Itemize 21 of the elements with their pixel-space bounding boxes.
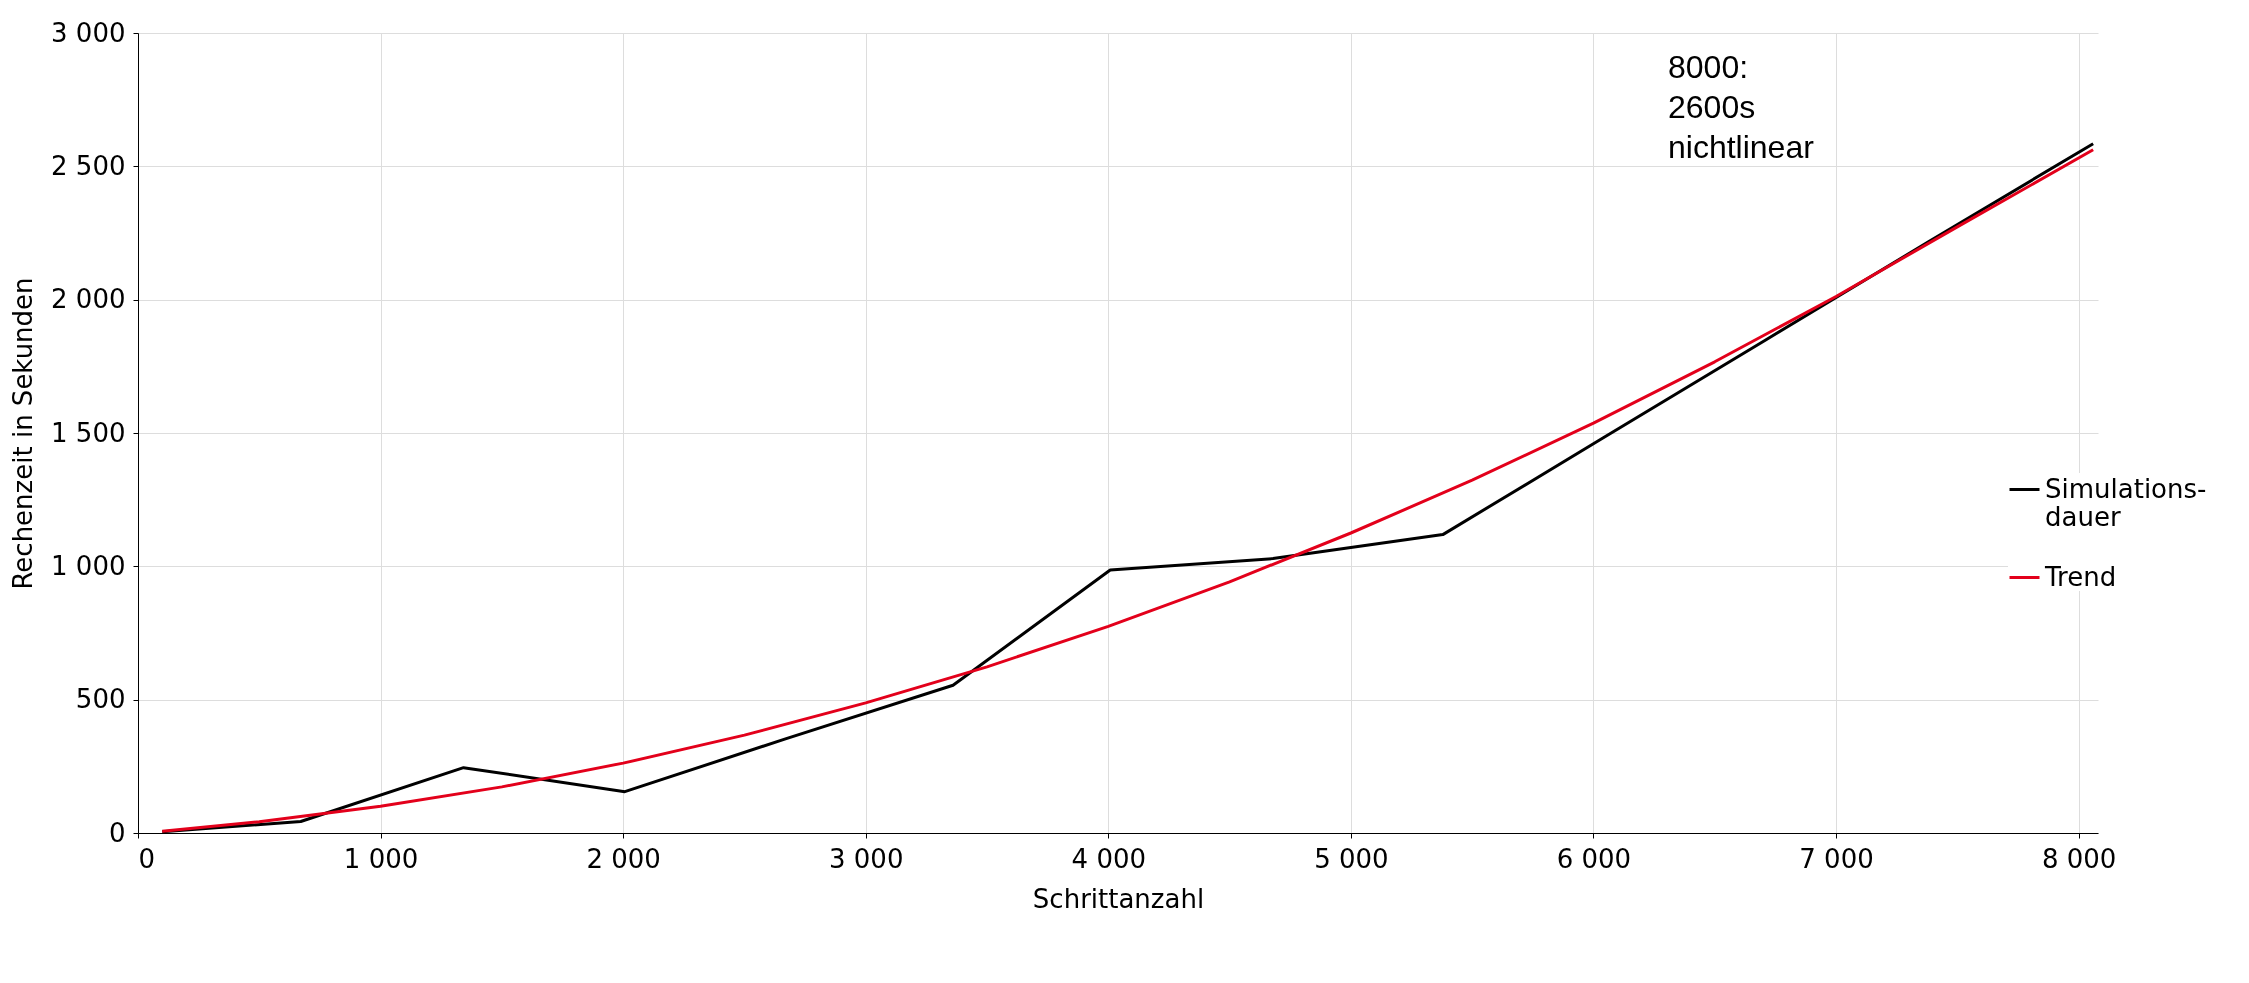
x-tick-label: 6 000 [1556,843,1632,874]
x-tick-label: 7 000 [1799,843,1874,874]
x-tick-label: 5 000 [1314,843,1389,874]
y-axis-title: Rechenzeit in Sekunden [8,277,39,590]
y-tick-label: 3 000 [51,17,126,48]
x-tick-label: 1 000 [343,843,419,874]
y-tick-label: 2 500 [51,150,126,181]
y-tick-label: 1 000 [51,550,126,581]
y-tick-label: 2 000 [51,284,126,315]
x-tick-label: 8 000 [2041,843,2117,874]
annotation: 8000: 2600s nichtlinear [1668,49,1815,165]
legend-label: Simulations-dauer [2045,473,2207,532]
x-tick-label: 2 000 [586,843,661,874]
legend-label: Trend [2044,561,2117,592]
y-tick-label: 0 [108,817,126,848]
x-tick-label: 0 [138,843,156,874]
x-tick-label: 3 000 [829,843,904,874]
y-tick-label: 500 [75,684,126,715]
y-tick-label: 1 500 [51,417,126,448]
x-axis-title: Schrittanzahl [1032,883,1205,914]
x-tick-label: 4 000 [1071,843,1147,874]
